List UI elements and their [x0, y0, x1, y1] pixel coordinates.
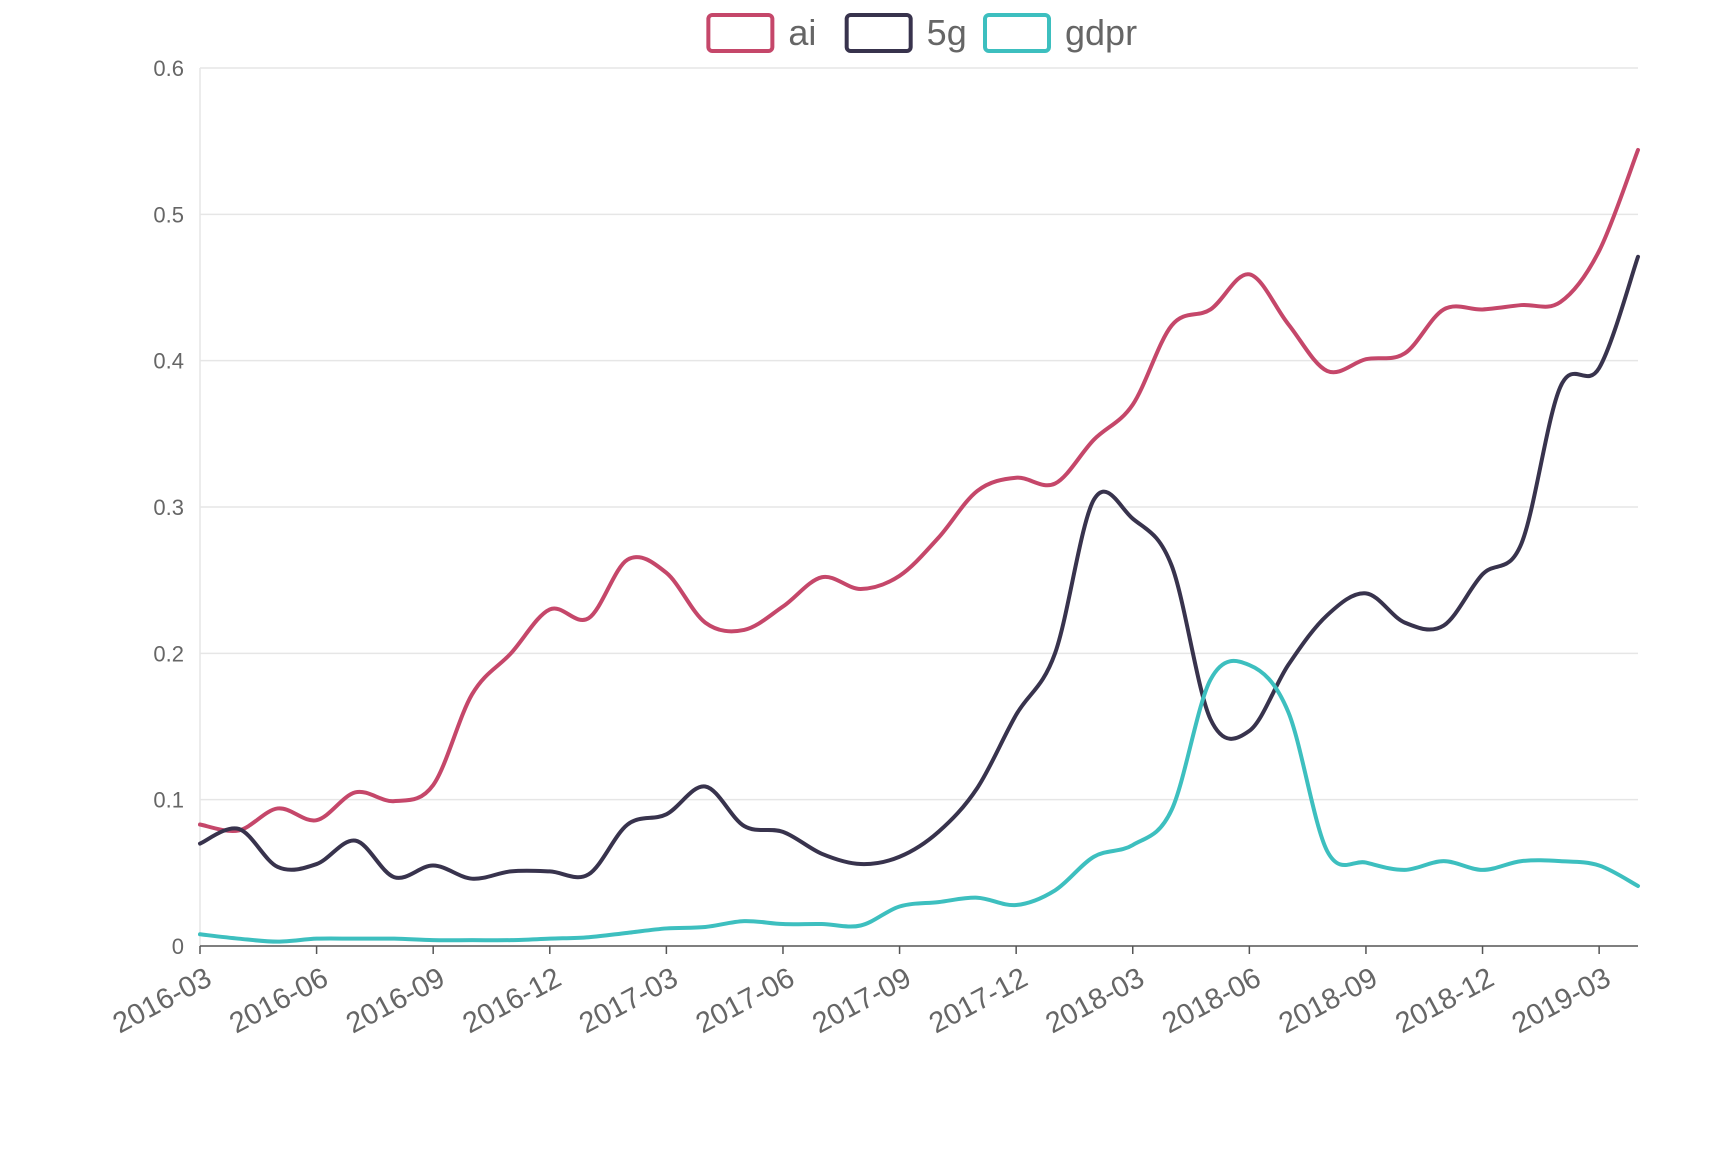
y-tick-label: 0.3	[153, 495, 184, 520]
legend-swatch	[844, 13, 913, 53]
axes: 0 0.1 0.2 0.3 0.4 0.5 0.6 2016-03 2016-06 2016-09…	[108, 56, 1638, 1040]
x-tick-label: 2016-06	[224, 962, 333, 1040]
x-tick-label: 2018-12	[1390, 962, 1499, 1040]
legend-label: gdpr	[1065, 12, 1137, 53]
x-tick-label: 2017-06	[691, 962, 800, 1040]
x-tick-label: 2017-12	[924, 962, 1033, 1040]
x-tick-label: 2016-03	[108, 962, 217, 1040]
legend-label: 5g	[927, 12, 967, 53]
legend-label: ai	[788, 12, 816, 53]
legend: ai 5g gdpr	[706, 12, 1137, 53]
y-tick-label: 0.2	[153, 641, 184, 666]
x-tick-label: 2017-03	[574, 962, 683, 1040]
series-line-ai	[198, 147, 1640, 833]
gridlines	[200, 67, 1638, 801]
series-line-5g	[198, 254, 1640, 881]
x-tick-label: 2018-03	[1041, 962, 1150, 1040]
x-tick-label: 2016-12	[458, 962, 567, 1040]
x-tick-label: 2017-09	[807, 962, 916, 1040]
y-tick-label: 0.5	[153, 202, 184, 227]
x-tick-label: 2016-09	[341, 962, 450, 1040]
legend-swatch	[706, 13, 775, 53]
legend-swatch	[983, 13, 1051, 53]
y-tick-label: 0	[172, 934, 184, 959]
y-tick-label: 0.4	[153, 349, 184, 374]
legend-item-5g: 5g	[844, 12, 967, 53]
legend-item-ai: ai	[706, 12, 816, 53]
legend-item-gdpr: gdpr	[983, 12, 1137, 53]
y-tick-label: 0.1	[153, 788, 184, 813]
y-tick-label: 0.6	[153, 56, 184, 81]
x-tick-label: 2019-03	[1507, 962, 1616, 1040]
x-tick-label: 2018-06	[1157, 962, 1266, 1040]
series-line-gdpr	[198, 658, 1640, 944]
series-lines	[198, 147, 1640, 944]
x-tick-label: 2018-09	[1274, 962, 1383, 1040]
